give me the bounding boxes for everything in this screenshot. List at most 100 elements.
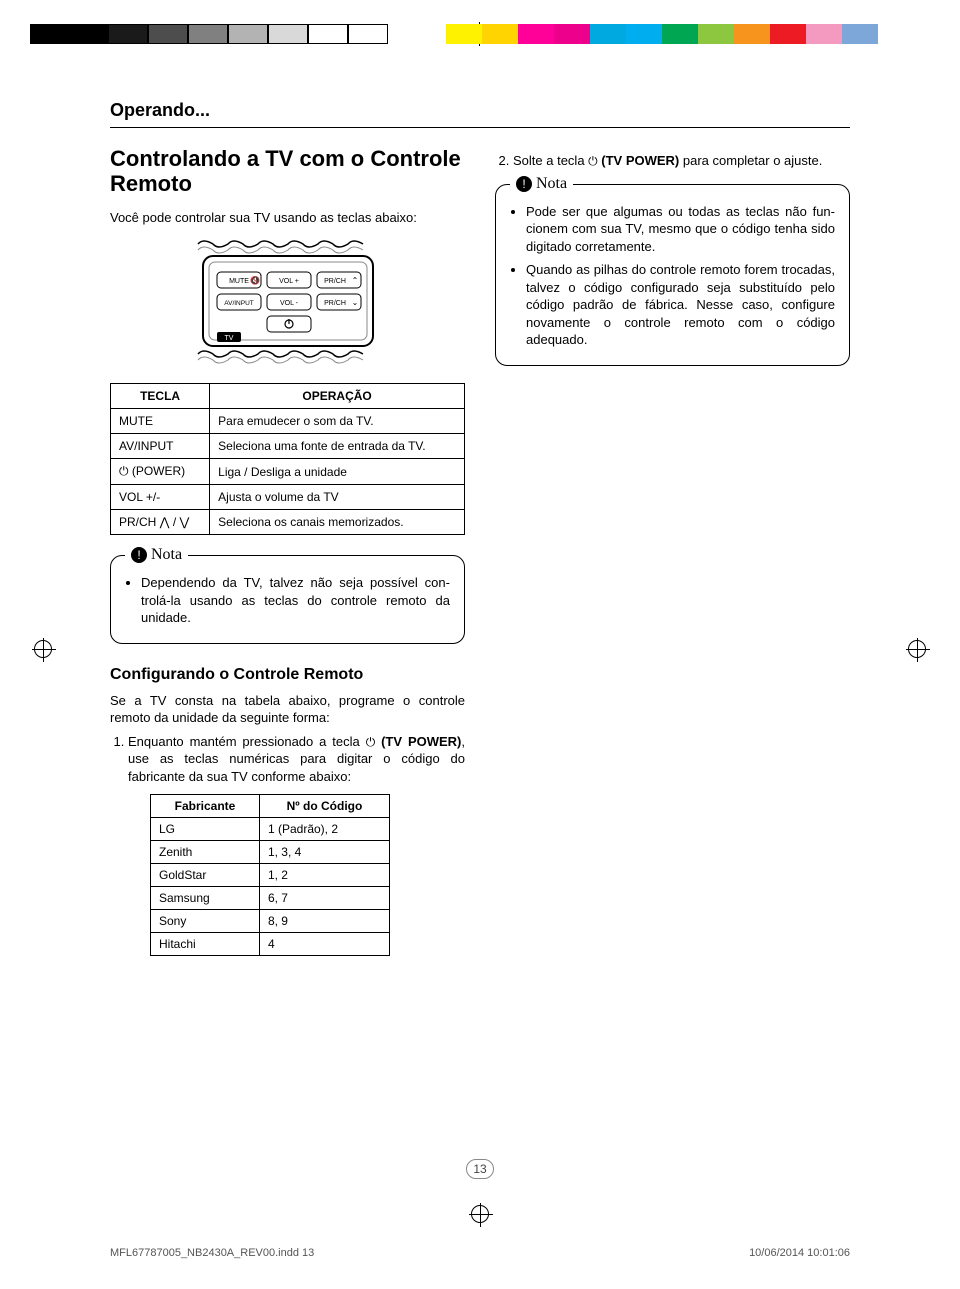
- key-operation-table: TECLA OPERAÇÃO MUTEPara emudecer o som d…: [110, 383, 465, 535]
- svg-text:AV/INPUT: AV/INPUT: [224, 300, 254, 307]
- note-icon: !: [131, 547, 147, 563]
- step-1-text-b: (TV PO­WER): [375, 734, 461, 749]
- svg-text:VOL +: VOL +: [279, 278, 299, 285]
- registration-swatch: [108, 24, 148, 44]
- svg-text:🔇: 🔇: [250, 275, 260, 285]
- content-area: Operando... Controlando a TV com o Contr…: [110, 100, 850, 956]
- cell-code: 8, 9: [259, 909, 389, 932]
- table-row: PR/CH ⋀ / ⋁Seleciona os canais memoriza­…: [111, 510, 465, 535]
- cell-maker: GoldStar: [151, 863, 260, 886]
- cell-maker: Hitachi: [151, 932, 260, 955]
- cell-op: Ajusta o volume da TV: [210, 485, 465, 510]
- cell-op: Seleciona os canais memoriza­dos.: [210, 510, 465, 535]
- registration-swatch: [554, 24, 590, 44]
- col-header-maker: Fabricante: [151, 794, 260, 817]
- note-box-left: !Nota Dependendo da TV, talvez não seja …: [110, 555, 465, 644]
- note-list: Pode ser que algumas ou todas as teclas …: [510, 203, 835, 349]
- registration-swatch: [30, 24, 108, 44]
- registration-swatch: [308, 24, 348, 44]
- page-number: 13: [466, 1159, 494, 1179]
- registration-grayscale-bar: [30, 24, 388, 44]
- note-item: Pode ser que algumas ou todas as teclas …: [526, 203, 835, 256]
- cell-key: VOL +/-: [111, 485, 210, 510]
- registration-swatch: [228, 24, 268, 44]
- registration-swatch: [268, 24, 308, 44]
- table-header-row: TECLA OPERAÇÃO: [111, 384, 465, 409]
- registration-swatch: [148, 24, 188, 44]
- svg-text:PR/CH: PR/CH: [324, 300, 346, 307]
- table-row: LG1 (Padrão), 2: [151, 817, 390, 840]
- cell-maker: LG: [151, 817, 260, 840]
- cell-code: 6, 7: [259, 886, 389, 909]
- cell-key: AV/INPUT: [111, 434, 210, 459]
- registration-swatch: [770, 24, 806, 44]
- registration-swatch: [348, 24, 388, 44]
- table-header-row: Fabricante Nº do Código: [151, 794, 390, 817]
- cell-code: 4: [259, 932, 389, 955]
- svg-text:VOL -: VOL -: [279, 300, 298, 307]
- step-list-continued: Solte a tecla ⏻ (TV POWER) para completa…: [495, 152, 850, 170]
- step-2: Solte a tecla ⏻ (TV POWER) para completa…: [513, 152, 850, 170]
- registration-swatch: [626, 24, 662, 44]
- sub-heading: Configurando o Controle Remoto: [110, 666, 465, 684]
- note-icon: !: [516, 176, 532, 192]
- note-label: Nota: [151, 546, 182, 563]
- registration-swatch: [188, 24, 228, 44]
- table-row: MUTEPara emudecer o som da TV.: [111, 409, 465, 434]
- table-row: Samsung6, 7: [151, 886, 390, 909]
- table-row: GoldStar1, 2: [151, 863, 390, 886]
- note-list: Dependendo da TV, talvez não seja possív…: [125, 574, 450, 627]
- footer-timestamp: 10/06/2014 10:01:06: [749, 1247, 850, 1259]
- col-header-op: OPERAÇÃO: [210, 384, 465, 409]
- table-row: ⏻ (POWER)Liga / Desliga a unidade: [111, 459, 465, 485]
- note-item: Dependendo da TV, talvez não seja possív…: [141, 574, 450, 627]
- power-icon: ⏻: [366, 735, 376, 749]
- svg-text:⌄: ⌄: [351, 298, 358, 307]
- divider: [110, 127, 850, 128]
- registration-swatch: [446, 24, 482, 44]
- col-header-code: Nº do Código: [259, 794, 389, 817]
- registration-swatch: [518, 24, 554, 44]
- cell-maker: Samsung: [151, 886, 260, 909]
- registration-color-bar: [446, 24, 878, 44]
- registration-swatch: [806, 24, 842, 44]
- note-item: Quando as pilhas do controle remoto fore…: [526, 261, 835, 349]
- registration-mark-bottom: [471, 1205, 489, 1223]
- note-label: Nota: [536, 175, 567, 192]
- registration-mark-left: [34, 640, 52, 658]
- registration-swatch: [698, 24, 734, 44]
- step-2-text-a: Solte a tecla: [513, 153, 588, 168]
- step-2-text-b: (TV POWER): [598, 153, 680, 168]
- cell-key: ⏻ (POWER): [111, 459, 210, 485]
- svg-text:TV: TV: [224, 335, 233, 342]
- registration-swatch: [842, 24, 878, 44]
- cell-maker: Zenith: [151, 840, 260, 863]
- cell-maker: Sony: [151, 909, 260, 932]
- footer: MFL67787005_NB2430A_REV00.indd 13 10/06/…: [110, 1247, 850, 1259]
- svg-text:⌃: ⌃: [351, 276, 358, 285]
- cell-op: Seleciona uma fonte de entrada da TV.: [210, 434, 465, 459]
- note-title: !Nota: [510, 175, 573, 193]
- step-list: Enquanto mantém pressionado a tecla ⏻ (T…: [110, 733, 465, 786]
- col-header-key: TECLA: [111, 384, 210, 409]
- svg-text:PR/CH: PR/CH: [324, 278, 346, 285]
- registration-swatch: [590, 24, 626, 44]
- table-row: Hitachi4: [151, 932, 390, 955]
- cell-op: Para emudecer o som da TV.: [210, 409, 465, 434]
- cell-code: 1, 3, 4: [259, 840, 389, 863]
- registration-swatch: [482, 24, 518, 44]
- table-row: Zenith1, 3, 4: [151, 840, 390, 863]
- two-columns: Controlando a TV com o Controle Remoto V…: [110, 146, 850, 956]
- note-title: !Nota: [125, 546, 188, 564]
- breadcrumb: Operando...: [110, 100, 850, 121]
- section-heading: Controlando a TV com o Controle Remoto: [110, 146, 465, 197]
- left-column: Controlando a TV com o Controle Remoto V…: [110, 146, 465, 956]
- svg-text:MUTE: MUTE: [229, 278, 249, 285]
- registration-mark-right: [908, 640, 926, 658]
- power-icon: ⏻: [588, 154, 598, 168]
- step-2-text-c: para completar o ajuste.: [679, 153, 822, 168]
- table-row: Sony8, 9: [151, 909, 390, 932]
- registration-swatch: [662, 24, 698, 44]
- note-box-right: !Nota Pode ser que algumas ou todas as t…: [495, 184, 850, 366]
- cell-key: PR/CH ⋀ / ⋁: [111, 510, 210, 535]
